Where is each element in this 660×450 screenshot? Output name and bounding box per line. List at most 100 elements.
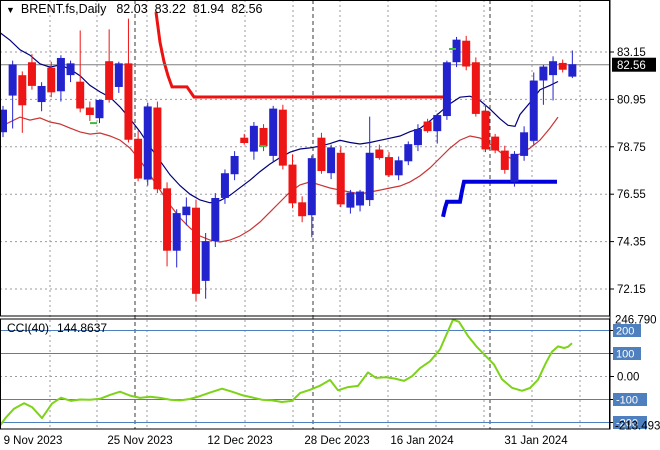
candle[interactable] <box>85 101 94 121</box>
current-price-tag-label: 82.56 <box>617 60 646 72</box>
cci-indicator-name: CCI(40) <box>7 321 50 335</box>
candle[interactable] <box>37 82 46 112</box>
green-dash-marker <box>449 47 456 50</box>
candle[interactable] <box>385 152 393 177</box>
candle[interactable] <box>423 118 432 133</box>
candle[interactable] <box>404 141 413 166</box>
candle[interactable] <box>95 99 104 124</box>
green-dash-marker <box>259 144 266 147</box>
candle[interactable] <box>539 64 548 105</box>
candle[interactable] <box>288 154 297 209</box>
green-dash-marker <box>90 122 97 125</box>
candle[interactable] <box>269 105 278 162</box>
candle[interactable] <box>481 104 490 153</box>
candle[interactable] <box>56 55 65 102</box>
candle[interactable] <box>143 102 152 186</box>
chart-header: ▼ BRENT.fs,Daily 82.03 83.22 81.94 82.56 <box>6 2 269 16</box>
price-axis-label: 78.75 <box>617 142 646 154</box>
cci-indicator-value: 144.8637 <box>57 321 108 335</box>
candle[interactable] <box>568 50 577 79</box>
cci-level-badge <box>613 393 647 406</box>
cci-line <box>0 318 573 427</box>
time-axis-label: 9 Nov 2023 <box>4 435 63 447</box>
candle[interactable] <box>558 59 567 73</box>
candle[interactable] <box>211 193 220 247</box>
lower-band-line <box>0 116 559 243</box>
time-axis-label: 16 Jan 2024 <box>390 435 454 447</box>
price-axis-label: 80.95 <box>617 94 646 106</box>
candle[interactable] <box>442 60 451 120</box>
cci-level-badge-label: -100 <box>616 395 638 407</box>
cci-axis-label: 0.00 <box>617 372 639 384</box>
time-axis-label: 25 Nov 2023 <box>107 435 172 447</box>
symbol-dropdown-icon[interactable]: ▼ <box>6 5 15 15</box>
candle[interactable] <box>317 132 326 174</box>
candle[interactable] <box>163 182 172 267</box>
cci-max-label: 246.790 <box>615 315 657 327</box>
resistance-step-line-red <box>154 11 450 99</box>
candle[interactable] <box>549 56 558 101</box>
candle[interactable] <box>105 29 114 103</box>
candle[interactable] <box>249 122 258 160</box>
candle[interactable] <box>356 189 365 212</box>
price-axis-label: 74.35 <box>617 237 646 249</box>
cci-level-badge <box>613 416 647 429</box>
cci-min-label: -213.493 <box>615 421 660 433</box>
candle[interactable] <box>529 72 538 145</box>
candle[interactable] <box>471 57 480 117</box>
candle[interactable] <box>298 196 307 223</box>
candle[interactable] <box>201 232 210 299</box>
price-axis-label: 83.15 <box>617 47 646 59</box>
candle[interactable] <box>230 151 239 181</box>
candle[interactable] <box>153 101 162 194</box>
ohlc-close-value: 82.56 <box>231 2 263 16</box>
candle[interactable] <box>500 145 509 174</box>
candle[interactable] <box>8 60 17 129</box>
cci-level-badge-label: 200 <box>616 326 634 338</box>
candle[interactable] <box>240 133 249 145</box>
candle[interactable] <box>394 156 403 181</box>
candle[interactable] <box>336 146 345 208</box>
candle[interactable] <box>278 104 287 170</box>
candle[interactable] <box>18 71 27 133</box>
time-axis-label: 28 Dec 2023 <box>304 435 369 447</box>
candle[interactable] <box>365 116 374 207</box>
candle[interactable] <box>433 113 442 144</box>
price-axis-label: 72.15 <box>617 284 646 296</box>
symbol-period-label: BRENT.fs,Daily <box>20 2 107 16</box>
candle[interactable] <box>491 133 500 154</box>
candle[interactable] <box>47 61 56 98</box>
candle[interactable] <box>220 169 229 204</box>
candle[interactable] <box>134 130 143 182</box>
candle[interactable] <box>66 60 75 83</box>
candle[interactable] <box>510 151 519 187</box>
ohlc-high-value: 83.22 <box>154 2 186 16</box>
cci-level-badge <box>613 347 641 360</box>
candle[interactable] <box>27 54 36 90</box>
candle[interactable] <box>307 155 316 238</box>
candle[interactable] <box>520 126 529 161</box>
time-axis-label: 12 Dec 2023 <box>207 435 272 447</box>
candle[interactable] <box>462 35 471 71</box>
cci-indicator-label: CCI(40) 144.8637 <box>7 321 107 335</box>
cci-level-badge-label: 100 <box>616 349 634 361</box>
candle[interactable] <box>327 144 336 180</box>
candle[interactable] <box>172 209 181 268</box>
candle[interactable] <box>452 36 461 68</box>
candle[interactable] <box>0 105 7 138</box>
candle[interactable] <box>76 30 85 113</box>
candle[interactable] <box>413 124 422 152</box>
candle[interactable] <box>375 144 384 160</box>
price-axis-label: 76.55 <box>617 189 646 201</box>
ohlc-low-value: 81.94 <box>192 2 225 16</box>
candle[interactable] <box>124 18 133 143</box>
candle[interactable] <box>346 189 355 214</box>
candle[interactable] <box>192 199 200 301</box>
time-axis-label: 31 Jan 2024 <box>504 435 568 447</box>
candle[interactable] <box>114 61 123 93</box>
cci-level-badge-label: -200 <box>616 418 638 430</box>
current-price-tag <box>612 57 656 72</box>
candle[interactable] <box>182 197 191 226</box>
